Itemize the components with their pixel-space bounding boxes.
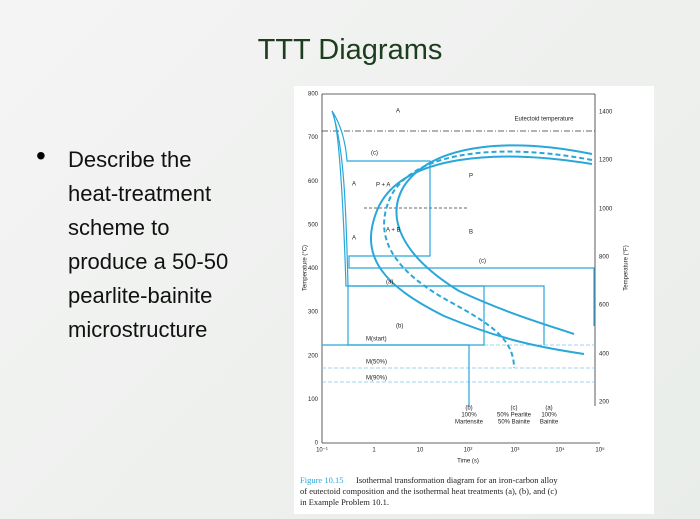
region-label: P: [469, 174, 473, 180]
result-line: 50% Pearlite: [497, 413, 532, 419]
tick-label: 500: [308, 222, 319, 228]
tick-label: 400: [599, 352, 610, 358]
result-tag: (c): [511, 406, 518, 412]
tick-label: 1400: [599, 110, 613, 116]
result-tag: (a): [545, 406, 552, 412]
bullet-line: Describe the: [68, 147, 192, 172]
left-ticks: 800 700 600 500 400 300 200 100 0: [308, 92, 319, 447]
result-tag: (b): [465, 406, 472, 412]
result-line: 50% Bainite: [498, 420, 531, 426]
tick-label: 700: [308, 135, 319, 141]
martensite-label: M(50%): [366, 360, 387, 366]
annotation: Eutectoid temperature: [514, 117, 574, 123]
caption-line: of eutectoid composition and the isother…: [300, 486, 557, 496]
axis-label: Temperature (°F): [624, 245, 630, 290]
tick-label: 1200: [599, 158, 613, 164]
caption-line: in Example Problem 10.1.: [300, 497, 389, 507]
tick-label: 800: [308, 92, 319, 98]
tick-label: 10⁴: [555, 447, 565, 454]
results: (b) 100% Martensite (c) 50% Pearlite 50%…: [455, 406, 559, 426]
result-line: 100%: [541, 413, 557, 419]
bullet-line: heat-treatment: [68, 181, 212, 206]
tick-label: 200: [308, 353, 319, 359]
region-label: P + A: [376, 183, 390, 189]
bullet-text: Describe the heat-treatment scheme to pr…: [30, 143, 228, 347]
region-label: A + B: [386, 228, 401, 234]
tick-label: 1: [372, 448, 376, 454]
tick-label: 1000: [599, 207, 613, 213]
tick-label: 10: [417, 448, 424, 454]
x-ticks: 10⁻¹ 1 10 10² 10³ 10⁴ 10⁵: [316, 447, 605, 454]
tick-label: 200: [599, 400, 610, 406]
slide-title: TTT Diagrams: [257, 34, 443, 66]
result-line: Martensite: [455, 420, 484, 426]
bullet-line: microstructure: [68, 317, 208, 342]
result-line: Bainite: [540, 420, 559, 426]
bullet-line: scheme to: [68, 215, 170, 240]
bullet-dot: •: [36, 140, 46, 171]
path-label: (c): [479, 259, 486, 265]
tick-label: 600: [308, 179, 319, 185]
tick-label: 10⁻¹: [316, 448, 328, 454]
bullet-line: produce a 50-50: [68, 249, 229, 274]
path-label: (c): [371, 151, 378, 157]
tick-label: 10³: [511, 448, 520, 454]
axis-label: Temperature (°C): [303, 245, 309, 291]
caption-lead: Figure 10.15: [300, 475, 343, 485]
bullet-line: pearlite-bainite: [68, 283, 213, 308]
tick-label: 10⁵: [595, 447, 605, 454]
region-label: B: [469, 230, 473, 236]
tick-label: 300: [308, 310, 319, 316]
tick-label: 800: [599, 255, 610, 261]
martensite-label: M(start): [366, 337, 387, 343]
region-label: A: [396, 109, 400, 115]
path-label: (a): [386, 280, 393, 286]
caption-line: Isothermal transformation diagram for an…: [356, 475, 558, 485]
tick-label: 100: [308, 397, 319, 403]
right-ticks: 1400 1200 1000 800 600 400 200: [599, 110, 613, 406]
region-label: A: [352, 236, 356, 242]
tick-label: 10²: [464, 448, 473, 454]
tick-label: 400: [308, 266, 319, 272]
tick-label: 0: [315, 441, 319, 447]
tick-label: 600: [599, 303, 610, 309]
path-label: (b): [396, 324, 403, 330]
result-line: 100%: [461, 413, 477, 419]
ttt-figure: 800 700 600 500 400 300 200 100 0 1400 1…: [294, 86, 654, 514]
transformation-curves: [322, 110, 595, 406]
region-label: A: [352, 182, 356, 188]
martensite-label: M(90%): [366, 376, 387, 382]
axis-label: Time (s): [457, 459, 479, 465]
